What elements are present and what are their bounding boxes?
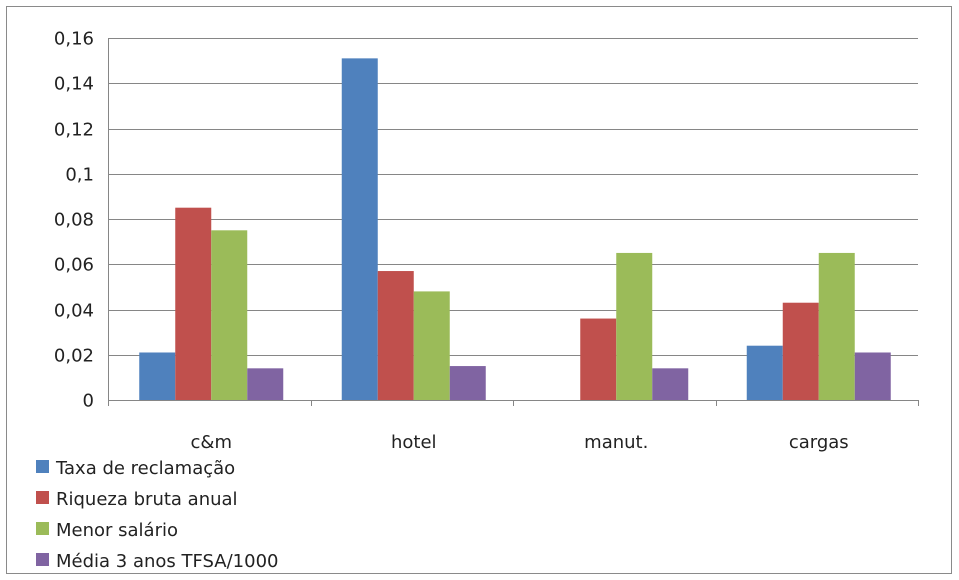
bar [580, 318, 617, 400]
legend-label: Taxa de reclamação [55, 458, 235, 479]
y-tick-label: 0,06 [54, 255, 94, 276]
bar [211, 230, 248, 400]
y-tick-label: 0,16 [54, 29, 94, 50]
bar [449, 366, 486, 400]
legend-label: Riqueza bruta anual [56, 489, 238, 510]
bar [413, 291, 450, 400]
bar [247, 368, 284, 400]
bar [377, 271, 414, 400]
bar [175, 207, 212, 400]
legend-swatch [36, 553, 49, 566]
x-category-label: hotel [391, 432, 437, 453]
bar [139, 352, 176, 400]
y-tick-label: 0,08 [54, 210, 94, 231]
legend-swatch [36, 491, 49, 504]
y-tick-label: 0 [83, 391, 94, 412]
y-tick-label: 0,14 [54, 74, 94, 95]
bar [818, 252, 855, 400]
legend-label: Menor salário [56, 520, 178, 541]
chart-frame [6, 6, 952, 574]
bar [746, 345, 783, 400]
bar [854, 352, 891, 400]
bar [652, 368, 689, 400]
y-tick-label: 0,02 [54, 346, 94, 367]
x-category-label: cargas [789, 432, 849, 453]
y-tick-label: 0,12 [54, 120, 94, 141]
bar [616, 252, 653, 400]
x-category-label: manut. [584, 432, 648, 453]
legend-swatch [36, 460, 49, 473]
y-tick-label: 0,1 [65, 165, 94, 186]
bar [782, 302, 819, 400]
legend-swatch [36, 522, 49, 535]
bar [341, 58, 378, 401]
y-tick-label: 0,04 [54, 301, 94, 322]
x-category-label: c&m [191, 432, 232, 453]
legend-label: Média 3 anos TFSA/1000 [56, 551, 279, 572]
